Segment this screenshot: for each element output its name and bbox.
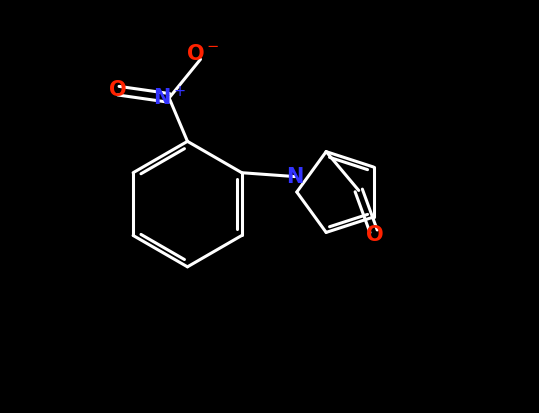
Text: N$^+$: N$^+$ [153,86,186,109]
Text: O: O [109,80,126,100]
Text: N: N [286,166,303,187]
Text: O: O [366,225,383,245]
Text: O$^-$: O$^-$ [186,43,220,64]
